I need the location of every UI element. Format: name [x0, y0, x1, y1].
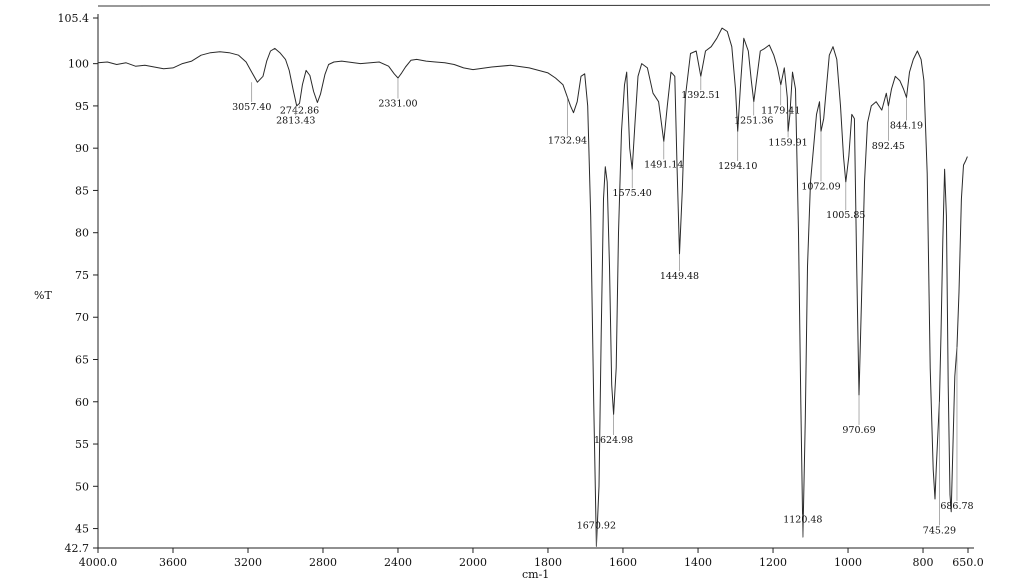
- y-tick-label: 95: [75, 100, 89, 113]
- y-tick-label: 90: [75, 142, 89, 155]
- x-tick-label: 1200: [759, 556, 787, 569]
- y-tick-label: 42.7: [65, 542, 90, 555]
- y-tick-label: 100: [68, 58, 89, 71]
- x-tick-label: 4000.0: [79, 556, 118, 569]
- x-tick-label: 3200: [234, 556, 262, 569]
- peak-label: 1491.14: [644, 159, 683, 170]
- x-axis-title: cm-1: [522, 568, 549, 580]
- x-tick-label: 800: [913, 556, 934, 569]
- y-tick-label: 105.4: [58, 12, 90, 25]
- x-tick-label: 1400: [684, 556, 712, 569]
- peak-label: 844.19: [890, 121, 923, 132]
- x-tick-label: 1000: [834, 556, 862, 569]
- peak-label: 1670.92: [577, 520, 616, 531]
- x-tick-label: 2000: [459, 556, 487, 569]
- peak-label: 1072.09: [801, 181, 840, 192]
- peak-label: 970.69: [842, 425, 875, 436]
- peak-label: 892.45: [872, 141, 905, 152]
- peak-label: 2331.00: [378, 99, 417, 110]
- y-tick-label: 70: [75, 311, 89, 324]
- axes-layer: 105.4 100 95 90 85 80 75 70 65 60 55 50 45 42.74000.0…: [58, 4, 991, 569]
- peak-label: 2742.86: [280, 105, 319, 116]
- x-tick-label: 1600: [609, 556, 637, 569]
- y-tick-label: 75: [75, 269, 89, 282]
- y-tick-label: 60: [75, 396, 89, 409]
- peak-label: 1179.41: [761, 105, 800, 116]
- peak-label: 1575.40: [613, 188, 652, 199]
- spectrum-line-layer: [97, 27, 968, 547]
- y-tick-label: 45: [75, 523, 89, 536]
- peak-label: 1392.51: [681, 90, 720, 101]
- peak-label: 1005.85: [826, 210, 865, 221]
- peak-label: 1251.36: [734, 115, 773, 126]
- y-tick-label: 55: [75, 438, 89, 451]
- top-frame-line: [97, 4, 991, 7]
- y-tick-label: 50: [75, 480, 89, 493]
- peak-label: 1732.94: [548, 136, 587, 147]
- y-axis-title: %T: [34, 289, 52, 302]
- peak-label: 3057.40: [232, 102, 271, 113]
- peak-label: 1120.48: [783, 514, 822, 525]
- y-tick-label: 65: [75, 353, 89, 366]
- x-tick-label: 1800: [534, 556, 562, 569]
- peak-label: 745.29: [923, 525, 956, 536]
- peak-label: 686.78: [940, 501, 973, 512]
- peak-label: 1159.91: [768, 137, 807, 148]
- peak-label: 1294.10: [718, 161, 757, 172]
- peak-label: 1624.98: [594, 435, 633, 446]
- y-tick-label: 80: [75, 227, 89, 240]
- spectrum-line: [97, 27, 968, 547]
- y-tick-label: 85: [75, 184, 89, 197]
- peak-label: 1449.48: [660, 271, 699, 282]
- x-tick-label: 3600: [159, 556, 187, 569]
- x-tick-label: 2400: [384, 556, 412, 569]
- peak-label: 2813.43: [276, 115, 315, 126]
- x-tick-label: 650.0: [952, 556, 984, 569]
- x-tick-label: 2800: [309, 556, 337, 569]
